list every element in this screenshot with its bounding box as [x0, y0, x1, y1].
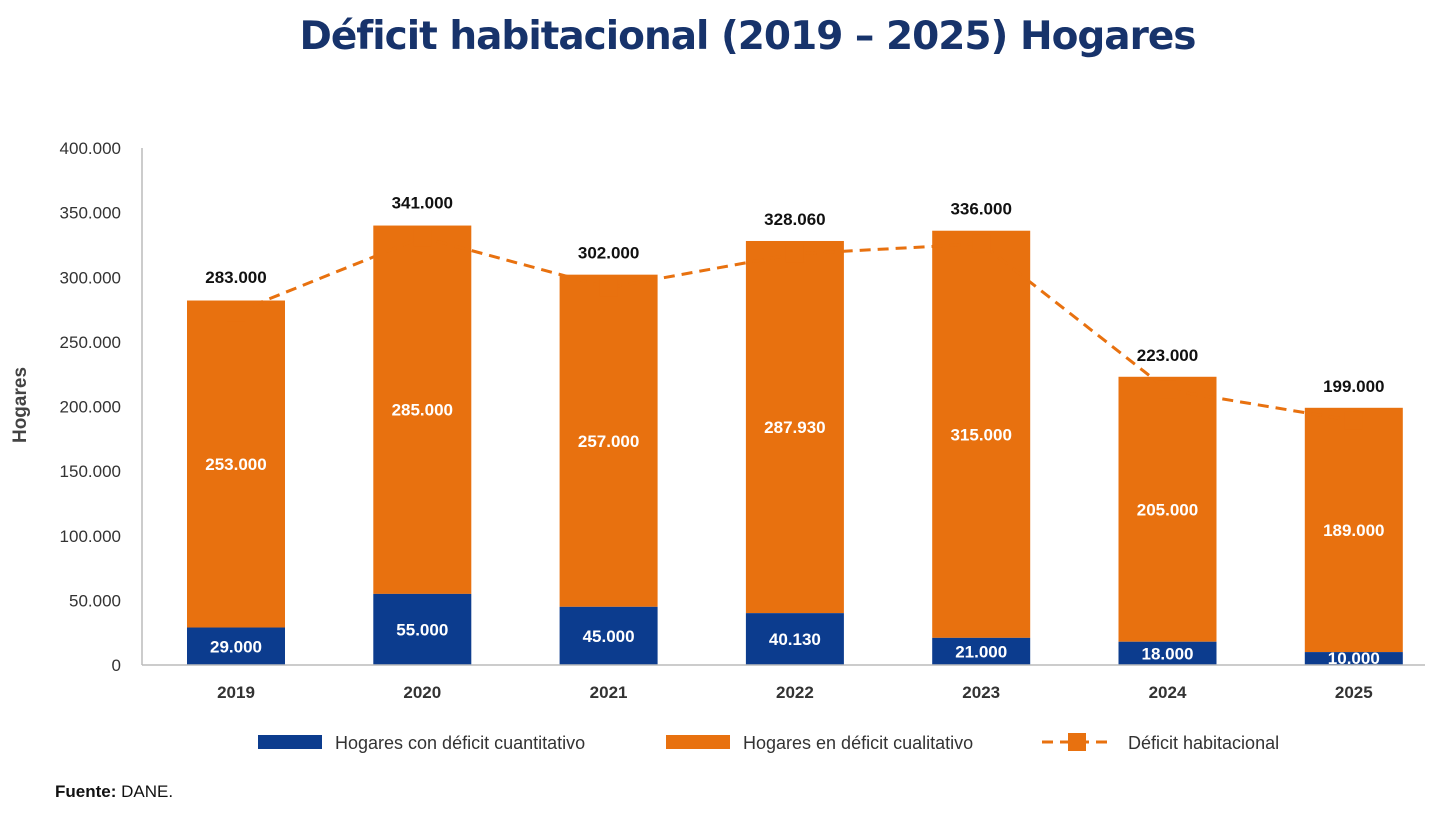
total-deficit-marker: [413, 228, 432, 247]
legend-swatch-quantitative: [258, 735, 322, 749]
data-label-quantitative: 29.000: [210, 637, 262, 656]
total-deficit-marker: [972, 234, 991, 253]
total-deficit-marker: [599, 278, 618, 297]
x-tick-label: 2023: [962, 683, 1000, 702]
y-tick-label: 400.000: [60, 139, 121, 158]
data-label-total: 336.000: [950, 200, 1011, 219]
y-tick-label: 100.000: [60, 527, 121, 546]
labels-layer: 29.000 253.000 55.000 285.000 45.000 257.000 4…: [205, 193, 1384, 668]
x-tick-label: 2022: [776, 683, 814, 702]
x-axis: 2019 2020 2021 2022 2023 2024 2025: [142, 664, 1425, 702]
x-tick-label: 2021: [590, 683, 628, 702]
bar-qualitative: [1118, 376, 1217, 642]
total-deficit-marker: [1344, 411, 1363, 430]
total-deficit-marker: [227, 303, 245, 322]
source-label: Fuente:: [55, 782, 117, 801]
source-note: Fuente: DANE.: [55, 782, 173, 802]
data-label-quantitative: 55.000: [396, 620, 448, 639]
total-deficit-marker: [1158, 380, 1177, 399]
legend-label-qualitative: Hogares en déficit cualitativo: [743, 733, 973, 753]
bar-qualitative: [745, 240, 844, 614]
bar-quantitative: [559, 606, 658, 665]
x-tick-label: 2019: [217, 683, 255, 702]
y-tick-label: 0: [112, 656, 121, 675]
x-tick-label: 2025: [1335, 683, 1373, 702]
legend-swatch-marker: [1068, 733, 1086, 751]
legend-label-line: Déficit habitacional: [1128, 733, 1279, 753]
data-label-total: 341.000: [392, 193, 453, 212]
data-label-quantitative: 45.000: [583, 627, 635, 646]
bar-qualitative: [559, 274, 658, 607]
bar-quantitative: [1304, 652, 1403, 665]
bar-quantitative: [932, 637, 1031, 665]
data-label-quantitative: 10.000: [1328, 649, 1380, 668]
y-axis: 0 50.000 100.000 150.000 200.000 250.000 300.0…: [10, 139, 143, 675]
y-tick-label: 350.000: [60, 204, 121, 223]
bar-qualitative: [373, 225, 472, 594]
x-tick-label: 2020: [403, 683, 441, 702]
legend: Hogares con déficit cuantitativo Hogares …: [258, 733, 1279, 753]
bar-qualitative: [1304, 407, 1403, 653]
legend-swatch-qualitative: [666, 735, 730, 749]
data-label-total: 199.000: [1323, 377, 1384, 396]
data-label-total: 328.060: [764, 210, 825, 229]
bar-qualitative: [932, 230, 1031, 638]
bar-quantitative: [187, 627, 285, 665]
y-axis-title: Hogares: [10, 367, 31, 443]
y-tick-label: 200.000: [60, 398, 121, 417]
data-label-qualitative: 205.000: [1137, 500, 1198, 519]
x-tick-label: 2024: [1149, 683, 1187, 702]
data-label-qualitative: 285.000: [392, 401, 453, 420]
legend-label-quantitative: Hogares con déficit cuantitativo: [335, 733, 585, 753]
y-tick-label: 150.000: [60, 462, 121, 481]
source-text: DANE.: [116, 782, 174, 801]
data-label-total: 223.000: [1137, 346, 1198, 365]
line-layer: [227, 228, 1363, 430]
data-label-total: 302.000: [578, 244, 639, 263]
chart-title: Déficit habitacional (2019 – 2025) Hogar…: [299, 14, 1196, 59]
bar-qualitative: [187, 300, 285, 628]
data-label-qualitative: 189.000: [1323, 521, 1384, 540]
data-label-quantitative: 21.000: [955, 642, 1007, 661]
bar-quantitative: [745, 613, 844, 665]
y-tick-label: 50.000: [69, 591, 121, 610]
bars-layer: [187, 225, 1403, 665]
bar-quantitative: [373, 593, 472, 665]
data-label-qualitative: 315.000: [950, 425, 1011, 444]
y-tick-label: 250.000: [60, 333, 121, 352]
total-deficit-marker: [785, 244, 804, 263]
y-tick-label: 300.000: [60, 268, 121, 287]
data-label-quantitative: 18.000: [1142, 644, 1194, 663]
data-label-quantitative: 40.130: [769, 630, 821, 649]
bar-quantitative: [1118, 641, 1217, 665]
data-label-qualitative: 257.000: [578, 432, 639, 451]
data-label-total: 283.000: [205, 268, 266, 287]
data-label-qualitative: 287.930: [764, 418, 825, 437]
data-label-qualitative: 253.000: [205, 455, 266, 474]
